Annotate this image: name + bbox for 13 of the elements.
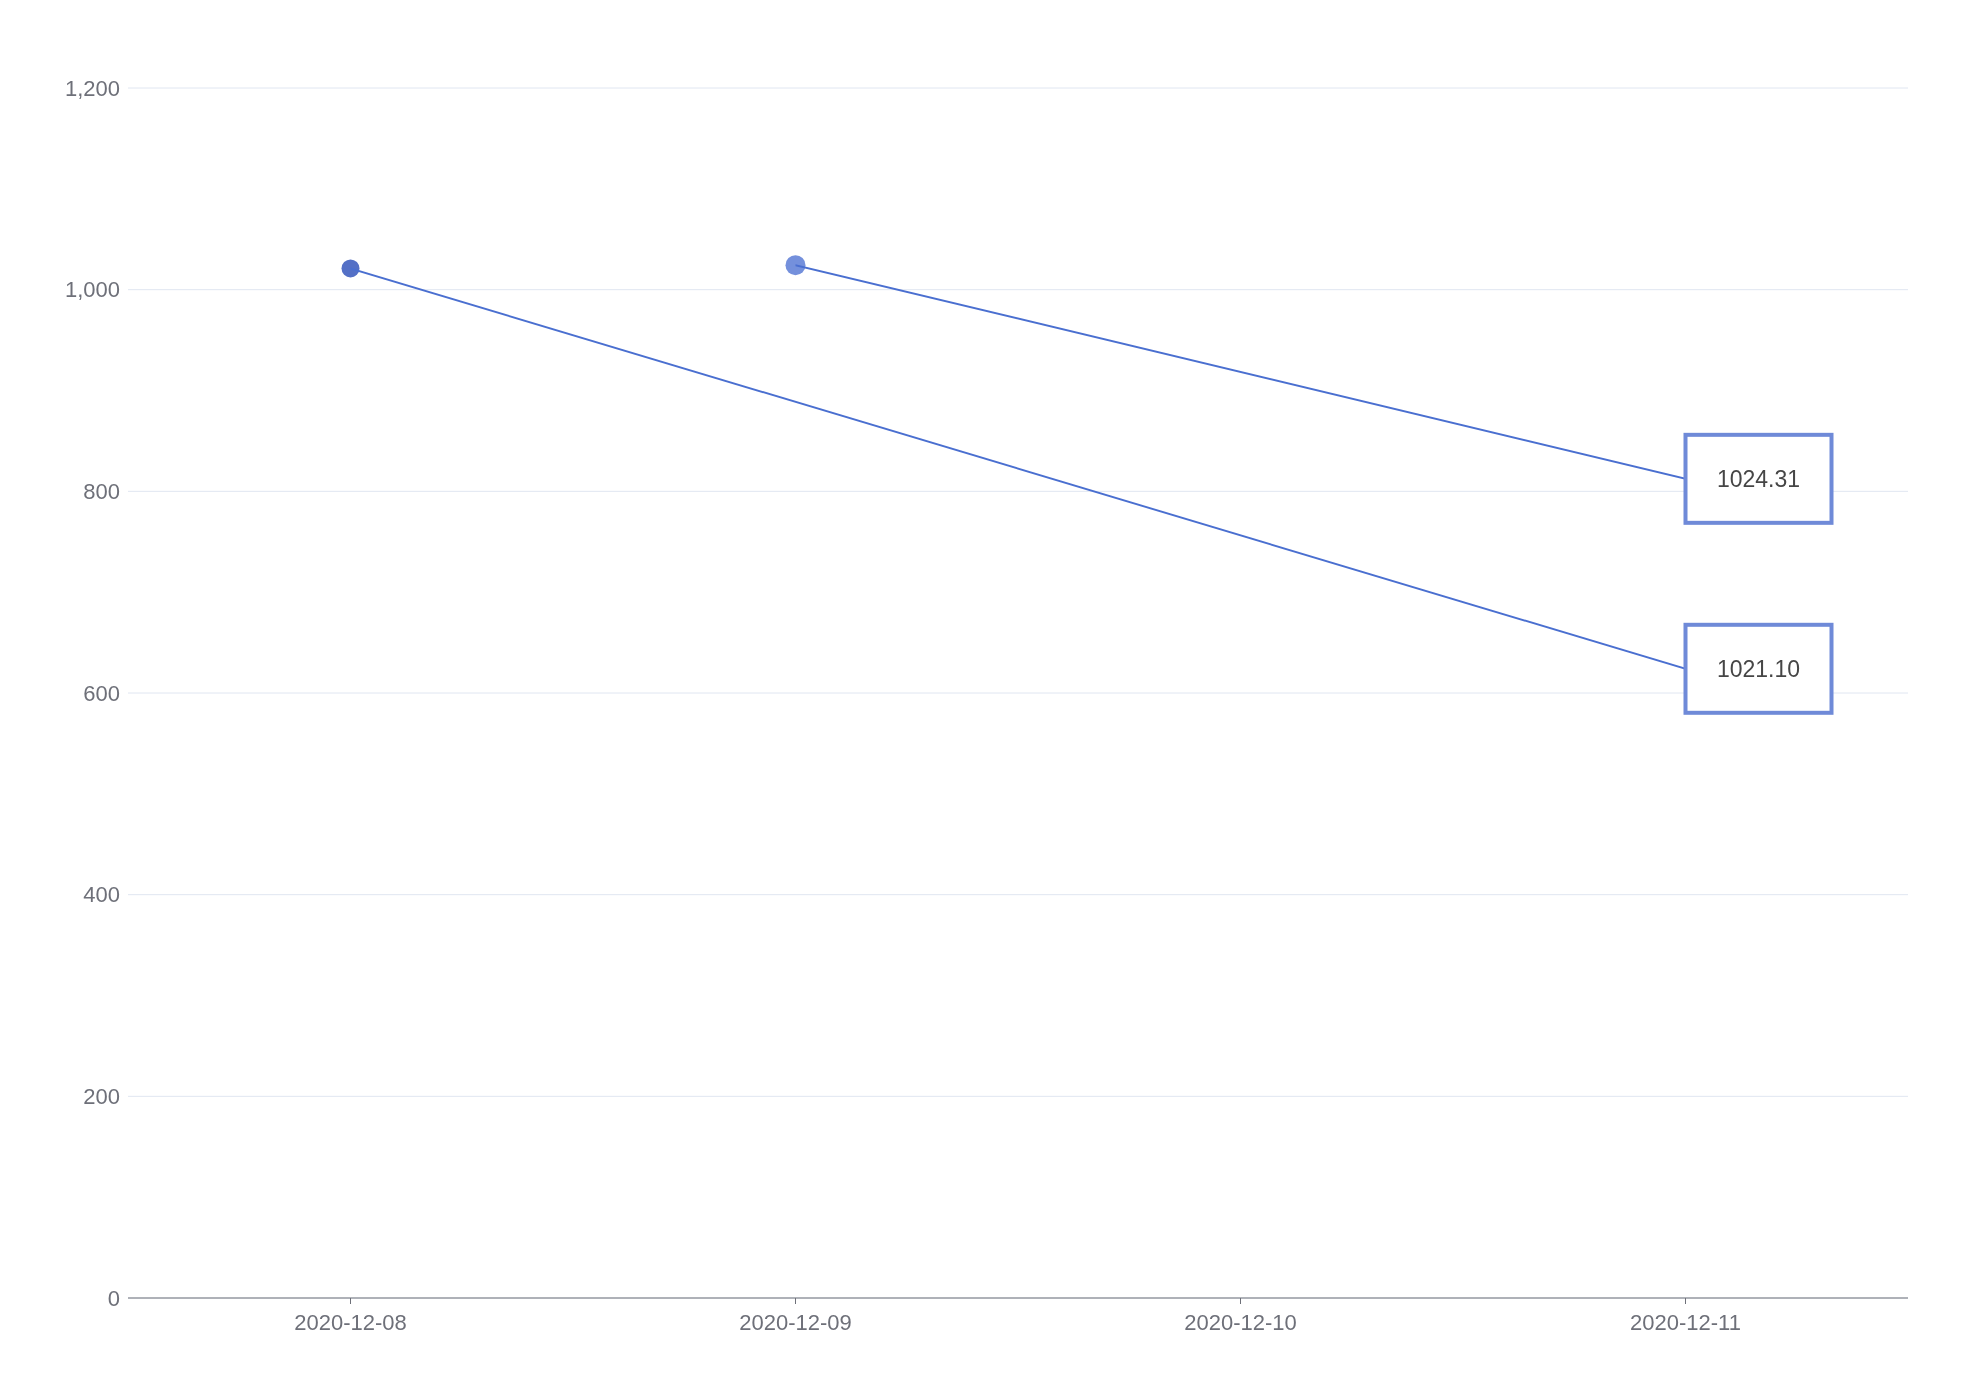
annotation: 1024.31	[1716, 465, 1801, 492]
x-tick-label: 2020-12-11	[1630, 1309, 1741, 1335]
annotation: 1021.10	[1716, 655, 1801, 682]
y-tick-label: 200	[83, 1084, 120, 1110]
x-tick-label: 2020-12-08	[294, 1309, 407, 1335]
x-tick-label: 2020-12-10	[1184, 1309, 1297, 1335]
y-tick-label: 400	[83, 882, 120, 908]
y-tick-label: 600	[83, 680, 120, 706]
x-tick-label: 2020-12-09	[739, 1309, 852, 1335]
y-tick-label: 1,000	[64, 277, 120, 303]
y-tick-label: 800	[83, 479, 120, 505]
y-tick-label: 1,200	[64, 75, 120, 101]
y-tick-label: 0	[107, 1285, 120, 1311]
